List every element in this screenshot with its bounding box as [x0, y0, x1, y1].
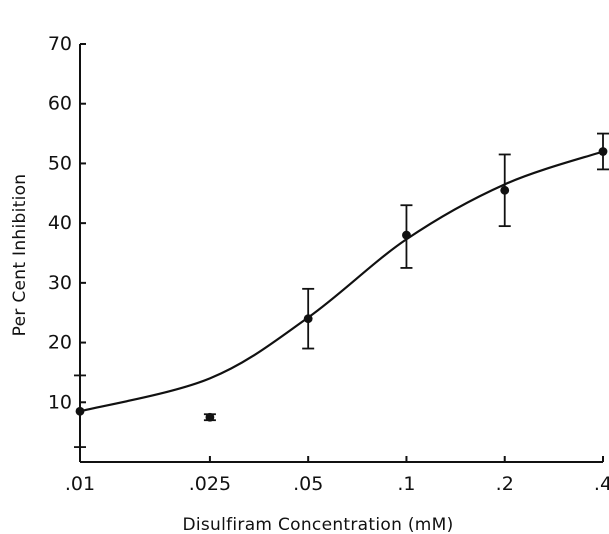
y-axis-label: Per Cent Inhibition: [10, 174, 30, 337]
y-tick-label: 40: [48, 212, 72, 234]
fit-curve: [79, 150, 604, 413]
tick-layer: 10 20 30 40 50 60 70 .01 .025 .05 .1 .2 .4: [48, 33, 609, 495]
x-tick-label: .4: [594, 473, 609, 495]
data-point: [598, 147, 608, 156]
x-tick-label: .01: [65, 473, 95, 495]
x-tick-label: .05: [293, 473, 323, 495]
data-point: [75, 406, 85, 416]
y-tick-label: 20: [48, 332, 72, 354]
data-point: [205, 412, 215, 422]
axes: [79, 44, 603, 463]
points-layer: [74, 132, 609, 448]
x-tick-label: .1: [397, 473, 415, 495]
y-tick-label: 50: [48, 152, 72, 174]
x-axis-label: Disulfiram Concentration (mM): [182, 515, 453, 534]
y-tick-label: 60: [48, 93, 72, 115]
y-tick-label: 10: [48, 391, 72, 413]
data-point: [402, 230, 411, 240]
curve-layer: [79, 150, 604, 413]
y-tick-label: 30: [48, 272, 72, 294]
data-point: [303, 314, 313, 324]
x-tick-label: .025: [189, 473, 231, 495]
x-tick-label: .2: [496, 473, 514, 495]
data-point: [500, 185, 510, 195]
y-tick-label: 70: [48, 33, 72, 55]
